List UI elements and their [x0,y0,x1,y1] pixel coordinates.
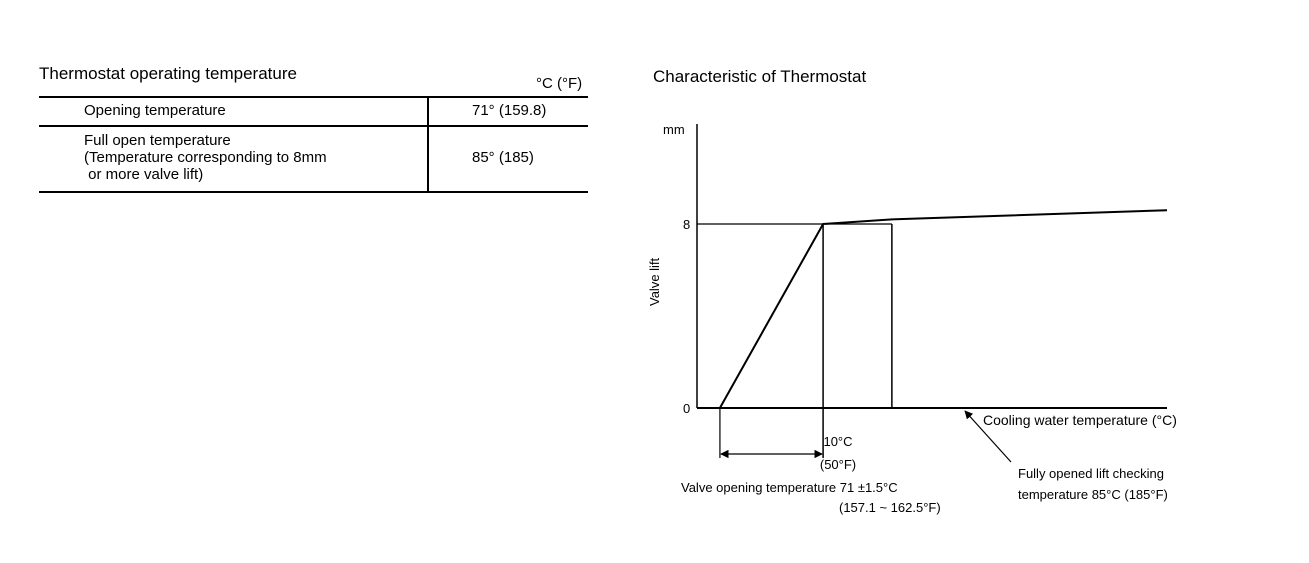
row-opening-value: 71° (159.8) [472,102,547,119]
interval-celsius-label: 10°C [823,434,852,449]
valve-opening-annotation-line1: Valve opening temperature 71 ±1.5°C [681,480,898,495]
table-row-divider [39,125,588,127]
row-fullopen-label-line3: or more valve lift) [84,166,204,183]
y-unit-label: mm [663,122,685,137]
table-column-divider [427,96,429,192]
table-top-rule [39,96,588,98]
unit-header: °C (°F) [536,75,583,92]
y-axis-label: Valve lift [647,257,662,306]
y-tick-label-8: 8 [683,217,690,232]
table-bottom-rule [39,191,588,193]
fully-opened-annotation-line1: Fully opened lift checking [1018,466,1164,481]
valve-opening-annotation-line2: (157.1 ~ 162.5°F) [839,500,941,515]
row-fullopen-label-line1: Full open temperature [84,132,231,149]
chart-title: Characteristic of Thermostat [653,67,866,86]
fully-opened-pointer-arrow [964,410,1012,463]
row-fullopen-value: 85° (185) [472,149,534,166]
table-title: Thermostat operating temperature [39,64,297,83]
x-axis-label: Cooling water temperature (°C) [983,412,1177,428]
row-opening-label: Opening temperature [84,102,226,119]
row-fullopen-label-line2: (Temperature corresponding to 8mm [84,149,327,166]
y-tick-label-0: 0 [683,401,690,416]
interval-fahrenheit-label: (50°F) [820,457,856,472]
valve-lift-curve [719,209,1168,409]
fully-opened-annotation-line2: temperature 85°C (185°F) [1018,487,1168,502]
